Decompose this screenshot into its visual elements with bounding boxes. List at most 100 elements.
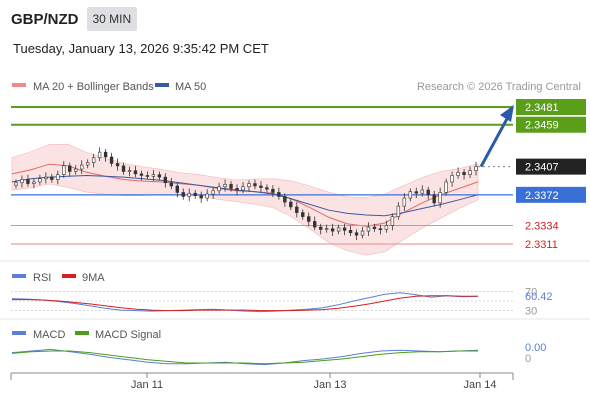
symbol-label: GBP/NZD (11, 10, 79, 28)
candle-body (85, 162, 90, 166)
candle-body (307, 216, 311, 222)
macd-signal-legend-swatch (75, 331, 89, 335)
candle-body (199, 195, 203, 199)
level-label-text: 2.3481 (525, 102, 559, 114)
level-label-text: 2.3334 (525, 220, 559, 232)
candle-body (133, 170, 138, 175)
level-label-box (516, 99, 586, 115)
candle-body (450, 175, 454, 183)
candle-body (414, 191, 418, 194)
datetime-label: Tuesday, January 13, 2026 9:35:42 PM CET (13, 41, 269, 56)
rsi-axis-label: 30 (525, 306, 537, 318)
candle-body (402, 197, 407, 207)
level-label-text: 2.3311 (525, 239, 558, 251)
ma50-legend-label: MA 50 (175, 81, 206, 93)
rsi-line (11, 292, 479, 313)
candle-body (151, 174, 156, 177)
x-tick-label: Jan 11 (131, 379, 163, 391)
macd-signal-line (11, 350, 478, 365)
candle-body (408, 191, 412, 199)
candle-body (247, 183, 251, 188)
candle-body (109, 156, 114, 164)
candle-body (175, 185, 179, 193)
candle-body (211, 190, 215, 195)
level-label-box (516, 186, 586, 203)
level-label-text: 2.3459 (525, 120, 559, 132)
candle-body (438, 192, 442, 204)
ma20-legend-label: MA 20 + Bollinger Bands (33, 81, 154, 93)
candle-body (426, 189, 430, 196)
candle-body (360, 230, 365, 236)
macd-legend-label: MACD (33, 329, 65, 341)
candle-body (91, 157, 96, 163)
candle-body (157, 174, 162, 178)
candle-body (80, 164, 84, 170)
candle-body (372, 226, 377, 229)
rsi-ma-line (12, 295, 478, 312)
candle-body (366, 226, 371, 232)
candle-body (187, 192, 191, 197)
copyright-label: Research © 2026 Trading Central (417, 81, 581, 93)
rsi-axis-label: 70 (525, 286, 537, 298)
candle-body (145, 175, 150, 177)
x-axis: Jan 11 Jan 13 Jan 14 (131, 373, 497, 391)
candle-body (354, 232, 359, 236)
candle-body (444, 181, 448, 193)
macd-line (11, 348, 479, 366)
x-tick-label: Jan 13 (313, 379, 346, 391)
candle-body (283, 196, 287, 203)
title-row: GBP/NZD 30 MIN (0, 6, 138, 32)
candle-body (396, 205, 401, 217)
candle-body (318, 226, 323, 230)
macd-panel: 0.000 (11, 342, 546, 366)
candle-body (223, 184, 227, 188)
candle-body (348, 230, 353, 234)
candle-body (97, 151, 102, 159)
forecast-arrow-head (500, 105, 514, 122)
candle-body (193, 192, 197, 196)
level-label-box (516, 158, 586, 175)
candle-body (139, 173, 144, 176)
candle-body (235, 188, 239, 191)
candle-body (163, 176, 168, 184)
candle-body (462, 171, 466, 175)
candle-body (420, 189, 424, 194)
candle-body (50, 176, 54, 180)
candle-body (432, 194, 436, 204)
candle-body (289, 201, 293, 208)
candle-body (271, 188, 275, 193)
candle-body (468, 170, 472, 175)
candle-body (56, 174, 60, 180)
candle-body (121, 165, 126, 172)
forecast-arrow (479, 116, 510, 168)
candle-body (301, 212, 305, 217)
candle-body (181, 192, 185, 197)
x-tick-label: Jan 14 (463, 379, 496, 391)
candle-body (20, 179, 24, 184)
candle-body (277, 192, 281, 197)
macd-legend-swatch (12, 331, 26, 335)
candle-body (474, 166, 478, 171)
candle-body (38, 178, 42, 183)
candle-body (14, 182, 18, 186)
candle-body (62, 165, 66, 175)
candle-body (127, 170, 132, 172)
timeframe-badge[interactable]: 30 MIN (86, 7, 138, 31)
rsi-ma-legend-label: 9MA (82, 272, 105, 284)
candle-body (74, 168, 78, 172)
candle-body (68, 165, 72, 172)
candle-body (295, 206, 299, 213)
ma50-line (11, 174, 479, 217)
candle-body (253, 183, 257, 187)
candle-body (378, 228, 383, 230)
candle-body (32, 181, 36, 184)
level-label-text: 2.3372 (525, 190, 559, 202)
candle-body (336, 227, 341, 232)
candle-body (217, 186, 221, 192)
candle-body (259, 185, 263, 188)
rsi-legend-label: RSI (33, 272, 51, 284)
candle-body (26, 179, 30, 184)
macd-axis-label: 0.00 (525, 342, 546, 354)
